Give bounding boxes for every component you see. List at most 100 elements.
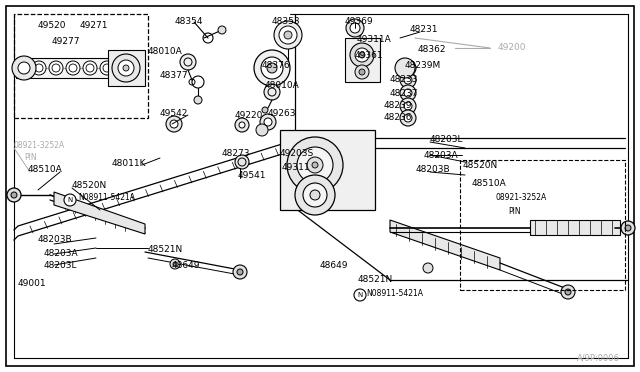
Text: 48510A: 48510A [472, 179, 507, 187]
Circle shape [64, 194, 76, 206]
Text: A/9P:0006: A/9P:0006 [577, 353, 620, 362]
Circle shape [400, 60, 416, 76]
Circle shape [625, 225, 631, 231]
Circle shape [284, 31, 292, 39]
Circle shape [355, 65, 369, 79]
Circle shape [423, 263, 433, 273]
Bar [14, 14, 148, 118]
Text: N08911-5421A: N08911-5421A [78, 193, 135, 202]
Polygon shape [345, 38, 380, 82]
Bar [108, 50, 145, 86]
Circle shape [262, 107, 268, 113]
Text: 49311: 49311 [282, 164, 310, 173]
Polygon shape [390, 220, 500, 270]
Circle shape [400, 85, 416, 101]
Circle shape [359, 52, 365, 58]
Circle shape [100, 61, 114, 75]
Text: 48237: 48237 [390, 89, 419, 97]
Circle shape [180, 54, 196, 70]
Text: 48520N: 48520N [463, 161, 499, 170]
Text: 48010A: 48010A [148, 48, 183, 57]
Circle shape [404, 64, 412, 72]
Circle shape [170, 259, 180, 269]
Circle shape [274, 21, 302, 49]
Circle shape [235, 118, 249, 132]
Text: 49369: 49369 [345, 17, 374, 26]
Text: 48011K: 48011K [112, 158, 147, 167]
Text: 48520N: 48520N [72, 182, 108, 190]
Text: 48010A: 48010A [265, 80, 300, 90]
Circle shape [404, 114, 412, 122]
Text: 48376: 48376 [262, 61, 291, 70]
Text: 49271: 49271 [80, 20, 109, 29]
Bar [16, 58, 145, 78]
Circle shape [565, 289, 571, 295]
Circle shape [170, 120, 178, 128]
Circle shape [350, 23, 360, 33]
Text: 48203L: 48203L [44, 262, 77, 270]
Circle shape [83, 61, 97, 75]
Text: 49361: 49361 [355, 51, 383, 61]
Circle shape [297, 147, 333, 183]
Circle shape [112, 54, 140, 82]
Circle shape [303, 183, 327, 207]
Text: 48510A: 48510A [28, 166, 63, 174]
Text: 49541: 49541 [238, 171, 266, 180]
Circle shape [354, 289, 366, 301]
Circle shape [282, 62, 288, 68]
Circle shape [32, 61, 46, 75]
Circle shape [7, 188, 21, 202]
Text: 48354: 48354 [175, 17, 204, 26]
Circle shape [359, 69, 365, 75]
Circle shape [123, 65, 129, 71]
Circle shape [239, 122, 245, 128]
Circle shape [261, 57, 283, 79]
Circle shape [173, 262, 177, 266]
Circle shape [166, 116, 182, 132]
Text: 48239: 48239 [384, 102, 413, 110]
Text: 48362: 48362 [418, 45, 447, 55]
Circle shape [295, 175, 335, 215]
Circle shape [350, 43, 374, 67]
Circle shape [346, 19, 364, 37]
Text: 48649: 48649 [320, 262, 349, 270]
Text: N: N [67, 197, 72, 203]
Circle shape [237, 269, 243, 275]
Circle shape [267, 63, 277, 73]
Circle shape [66, 61, 80, 75]
Text: 48521N: 48521N [358, 276, 393, 285]
Text: 48231: 48231 [410, 26, 438, 35]
Circle shape [15, 61, 29, 75]
Text: 49200: 49200 [498, 44, 527, 52]
Text: 48203B: 48203B [416, 166, 451, 174]
Circle shape [254, 50, 290, 86]
Circle shape [621, 221, 635, 235]
Text: 48203A: 48203A [424, 151, 459, 160]
Circle shape [287, 137, 343, 193]
Text: 48273: 48273 [222, 148, 250, 157]
Circle shape [118, 60, 134, 76]
Circle shape [310, 190, 320, 200]
Text: 49277: 49277 [52, 38, 81, 46]
Circle shape [256, 124, 268, 136]
Circle shape [194, 96, 202, 104]
Polygon shape [54, 192, 145, 234]
Circle shape [11, 192, 17, 198]
Text: 48203B: 48203B [38, 235, 72, 244]
Text: 49001: 49001 [18, 279, 47, 288]
Text: 48521N: 48521N [148, 246, 183, 254]
Text: 49542: 49542 [160, 109, 188, 118]
Text: 08921-3252A: 08921-3252A [14, 141, 65, 151]
Circle shape [117, 61, 131, 75]
Text: 48649: 48649 [172, 262, 200, 270]
Text: 48239M: 48239M [405, 61, 441, 70]
Circle shape [404, 76, 412, 84]
Circle shape [395, 58, 415, 78]
Circle shape [264, 118, 272, 126]
Circle shape [260, 114, 276, 130]
Text: 48377: 48377 [160, 71, 189, 80]
Text: 49220: 49220 [235, 112, 264, 121]
Text: 48236: 48236 [384, 113, 413, 122]
Text: PIN: PIN [508, 208, 520, 217]
Circle shape [400, 110, 416, 126]
